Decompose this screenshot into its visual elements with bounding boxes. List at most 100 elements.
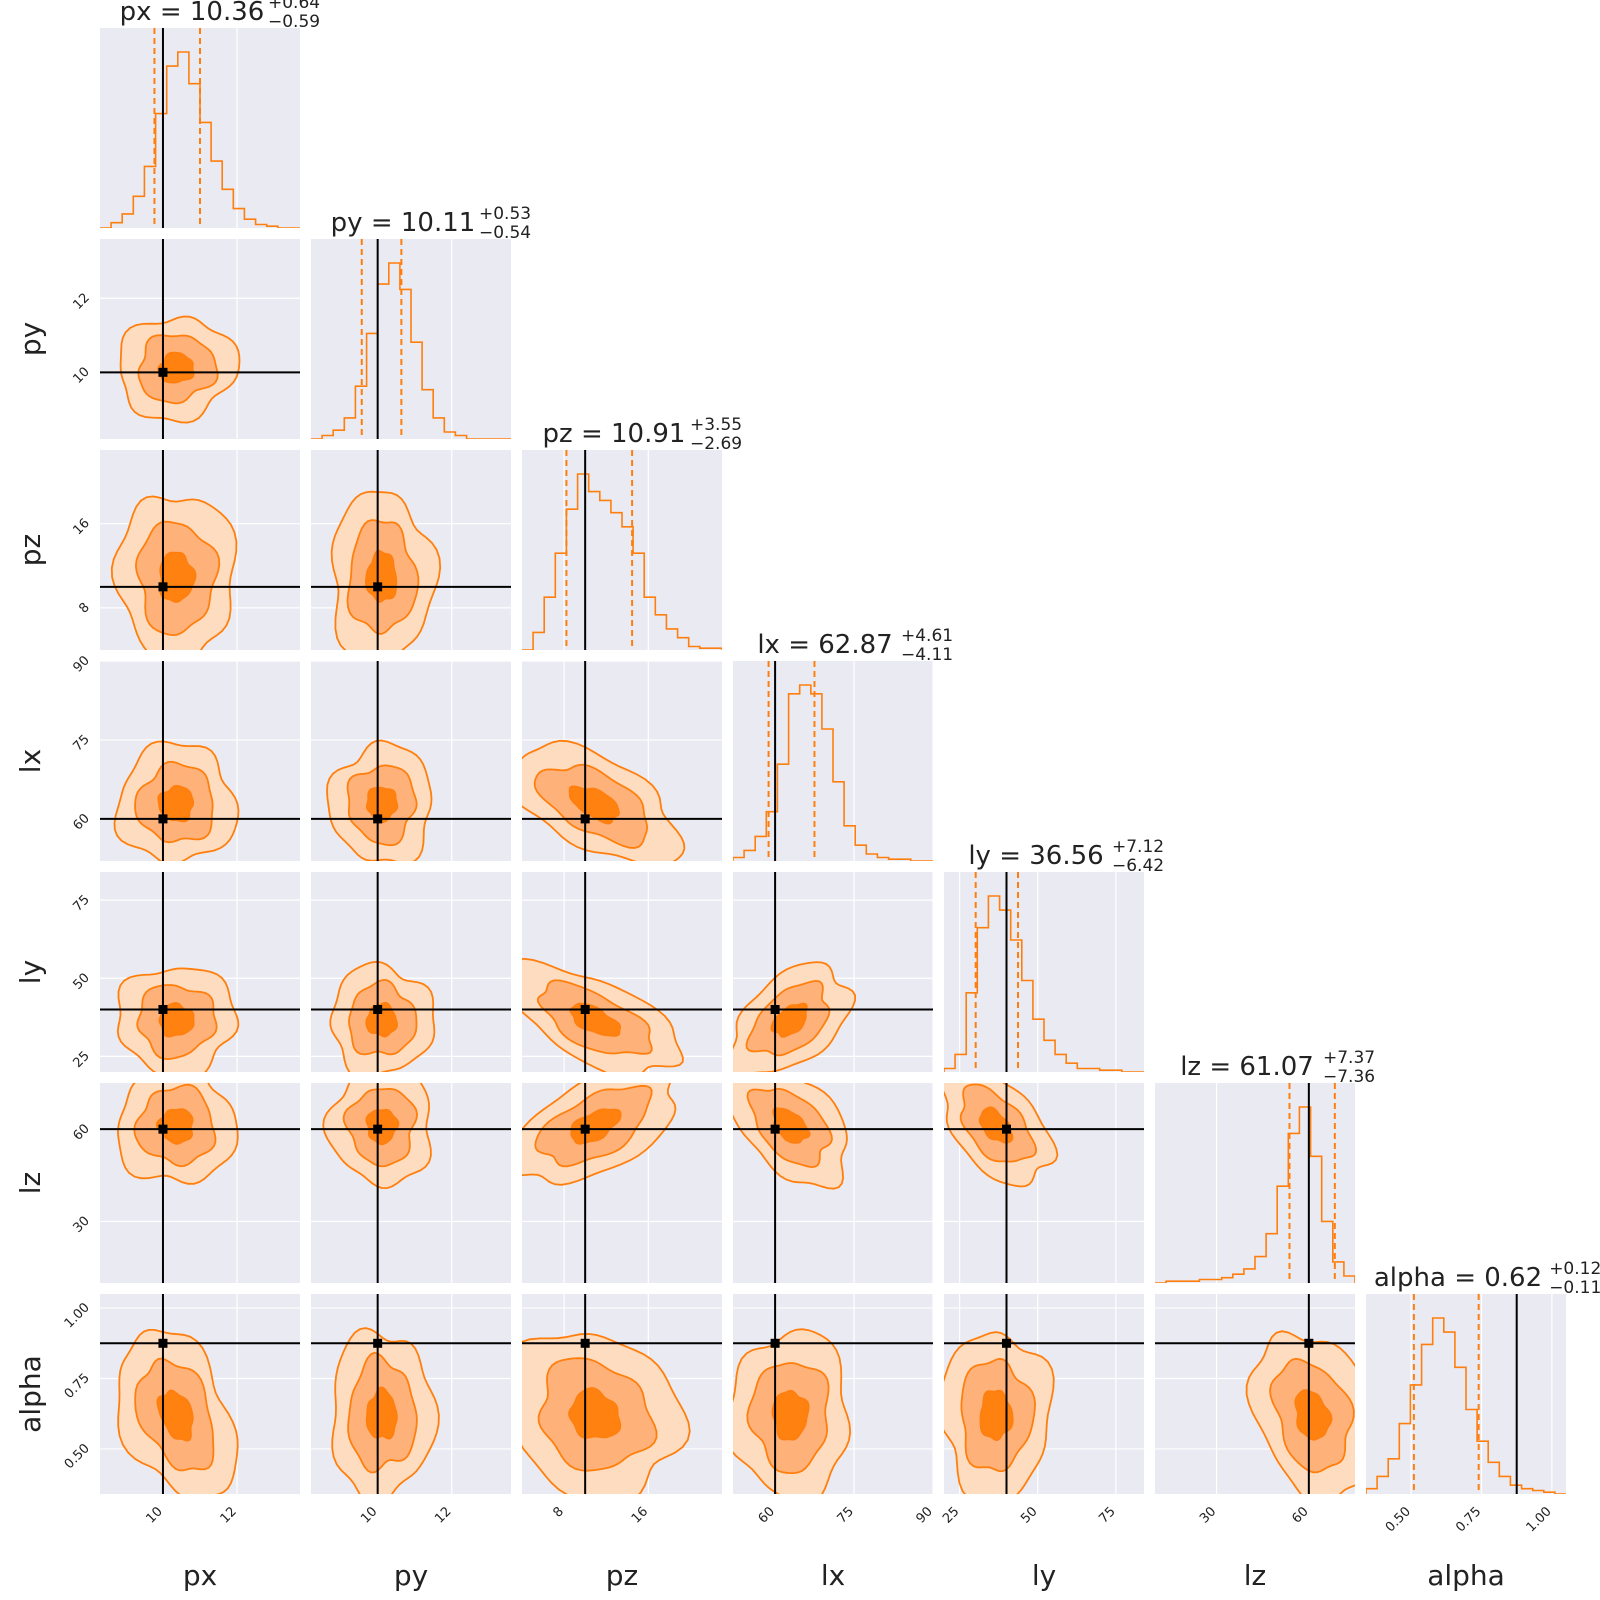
truth-marker <box>373 1338 383 1348</box>
contour-panel-ly-alpha <box>944 1294 1144 1494</box>
panel-title-px: px = 10.36 <box>120 0 265 27</box>
contour-panel-lx-ly <box>733 872 934 1072</box>
x-tick-label-pz: 8 <box>550 1504 566 1520</box>
panel-title-pz: pz = 10.91 <box>543 419 686 449</box>
y-tick-label-alpha: 0.75 <box>62 1371 93 1402</box>
title-lower-error: −0.54 <box>479 223 531 243</box>
truth-marker <box>770 1338 780 1348</box>
title-upper-error: +7.12 <box>1112 837 1164 857</box>
truth-marker <box>1002 1124 1011 1134</box>
x-tick-label-alpha: 1.00 <box>1524 1504 1555 1535</box>
truth-marker <box>580 1005 590 1014</box>
contour-panel-px-lx <box>100 660 300 861</box>
contour-level-3 <box>1294 1389 1333 1441</box>
x-tick-label-py: 12 <box>432 1504 454 1526</box>
contour-panel-px-py <box>100 239 300 439</box>
contour-level-3 <box>771 1389 810 1441</box>
x-tick-label-pz: 16 <box>629 1504 651 1526</box>
truth-marker <box>580 1338 590 1348</box>
contour-panel-px-lz <box>100 1083 300 1283</box>
contour-panel-lz-alpha <box>1155 1294 1355 1494</box>
x-tick-label-alpha: 0.75 <box>1453 1504 1484 1535</box>
contour-level-3 <box>570 1108 622 1145</box>
x-tick-label-lz: 30 <box>1197 1504 1219 1526</box>
title-upper-error: +0.53 <box>479 204 531 224</box>
truth-marker <box>1002 1338 1011 1348</box>
truth-marker <box>158 1005 168 1014</box>
x-tick-label-px: 10 <box>143 1504 165 1526</box>
x-tick-label-ly: 50 <box>1018 1504 1040 1526</box>
y-tick-label-ly: 75 <box>71 892 93 914</box>
contour-panel-lx-lz <box>733 1083 934 1283</box>
x-tick-label-alpha: 0.50 <box>1383 1504 1414 1535</box>
x-tick-label-px: 12 <box>218 1504 240 1526</box>
contour-level-3 <box>568 785 620 825</box>
histogram-step <box>944 895 1144 1072</box>
x-axis-label-lz: lz <box>1244 1559 1266 1592</box>
contour-level-3 <box>156 1389 194 1442</box>
y-tick-label-lz: 60 <box>71 1121 93 1143</box>
contour-panel-px-pz <box>100 450 300 650</box>
histogram-panel-alpha: alpha = 0.62 +0.12−0.11 <box>1366 1259 1600 1494</box>
x-axis-label-px: px <box>183 1559 217 1592</box>
truth-marker <box>158 1338 168 1348</box>
title-lower-error: −0.11 <box>1549 1278 1600 1298</box>
contour-level-3 <box>157 784 195 823</box>
truth-marker <box>158 582 168 592</box>
histogram-panel-lz: lz = 61.07 +7.37−7.36 <box>1155 1048 1375 1283</box>
contour-panel-py-alpha <box>311 1294 511 1494</box>
x-tick-label-py: 10 <box>358 1504 380 1526</box>
y-tick-label-py: 10 <box>71 365 93 387</box>
x-axis-label-lx: lx <box>821 1559 845 1592</box>
title-lower-error: −0.59 <box>268 12 320 32</box>
y-tick-label-alpha: 1.00 <box>62 1300 93 1331</box>
truth-marker <box>373 582 383 592</box>
x-tick-label-lx: 60 <box>756 1504 778 1526</box>
truth-marker <box>580 1124 590 1134</box>
histogram-step <box>522 473 722 650</box>
histogram-step <box>733 684 933 861</box>
y-tick-label-lz: 30 <box>71 1214 93 1236</box>
panel-title-ly: ly = 36.56 <box>968 841 1103 871</box>
contour-level-3 <box>770 1002 808 1038</box>
contour-level-3 <box>365 1386 398 1440</box>
truth-marker <box>373 1005 383 1014</box>
contour-panel-px-ly <box>100 872 300 1072</box>
title-upper-error: +0.12 <box>1549 1259 1600 1279</box>
panel-background <box>944 872 1144 1072</box>
y-tick-label-pz: 16 <box>71 516 93 538</box>
y-tick-label-py: 12 <box>71 290 93 312</box>
contour-panel-pz-alpha <box>522 1294 722 1494</box>
title-lower-error: −7.36 <box>1323 1067 1375 1087</box>
contour-panel-px-alpha <box>100 1294 300 1494</box>
truth-marker <box>770 1005 780 1014</box>
title-lower-error: −6.42 <box>1112 856 1164 876</box>
histogram-panel-lx: lx = 62.87 +4.61−4.11 <box>733 626 953 861</box>
histogram-step <box>1155 1106 1355 1283</box>
truth-marker <box>158 367 168 377</box>
y-axis-label-lz: lz <box>14 1172 47 1194</box>
y-tick-label-alpha: 0.50 <box>62 1441 93 1472</box>
histogram-panel-py: py = 10.11 +0.53−0.54 <box>311 204 531 439</box>
contour-level-3 <box>772 1107 811 1144</box>
x-axis-label-ly: ly <box>1032 1559 1056 1592</box>
contour-level-3 <box>978 1106 1014 1144</box>
y-axis-label-pz: pz <box>14 534 47 566</box>
truth-marker <box>373 1124 383 1134</box>
histogram-step <box>311 262 511 439</box>
y-axis-label-ly: ly <box>14 960 47 984</box>
x-axis-label-pz: pz <box>606 1559 638 1592</box>
truth-marker <box>1304 1338 1314 1348</box>
x-tick-label-lx: 90 <box>914 1504 936 1526</box>
contour-panel-pz-lz <box>522 1083 722 1283</box>
x-axis-label-alpha: alpha <box>1427 1559 1505 1592</box>
panel-title-py: py = 10.11 <box>331 208 476 238</box>
contour-panel-py-lx <box>311 660 511 861</box>
x-tick-label-ly: 75 <box>1096 1504 1118 1526</box>
contour-level-3 <box>979 1389 1014 1442</box>
y-tick-label-lx: 90 <box>71 653 93 675</box>
contour-panel-pz-lx <box>522 660 722 861</box>
contour-panel-py-pz <box>311 450 511 650</box>
x-tick-label-ly: 25 <box>940 1504 962 1526</box>
